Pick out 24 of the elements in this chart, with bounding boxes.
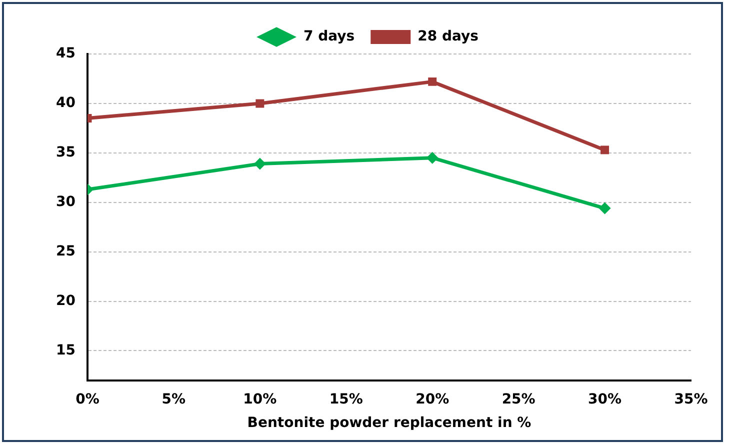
y-tick-label: 30: [56, 194, 76, 210]
x-tick-label: 10%: [243, 391, 277, 408]
x-tick-label: 15%: [329, 391, 363, 408]
x-axis-title: Bentonite powder replacement in %: [247, 415, 532, 432]
point: [598, 202, 611, 214]
point: [256, 99, 264, 108]
y-tick-label: 35: [56, 144, 76, 161]
legend-label: 7 days: [304, 28, 355, 45]
y-tick-label: 45: [56, 46, 76, 62]
y-tick-label: 40: [56, 95, 76, 112]
x-tick-label: 20%: [416, 391, 450, 408]
y-tick-label: 20: [56, 292, 76, 309]
x-tick-label: 5%: [162, 391, 186, 408]
x-tick-label: 35%: [674, 391, 708, 408]
y-tick-label: 15: [56, 342, 76, 358]
x-tick-label: 0%: [76, 391, 100, 408]
point: [426, 152, 438, 164]
x-tick-label: 25%: [502, 391, 536, 408]
point: [254, 158, 266, 170]
y-tick-label: 25: [56, 243, 76, 260]
x-tick-label: 30%: [588, 391, 622, 408]
point: [600, 146, 610, 154]
legend-label: 28 days: [418, 28, 478, 45]
point: [428, 77, 437, 86]
